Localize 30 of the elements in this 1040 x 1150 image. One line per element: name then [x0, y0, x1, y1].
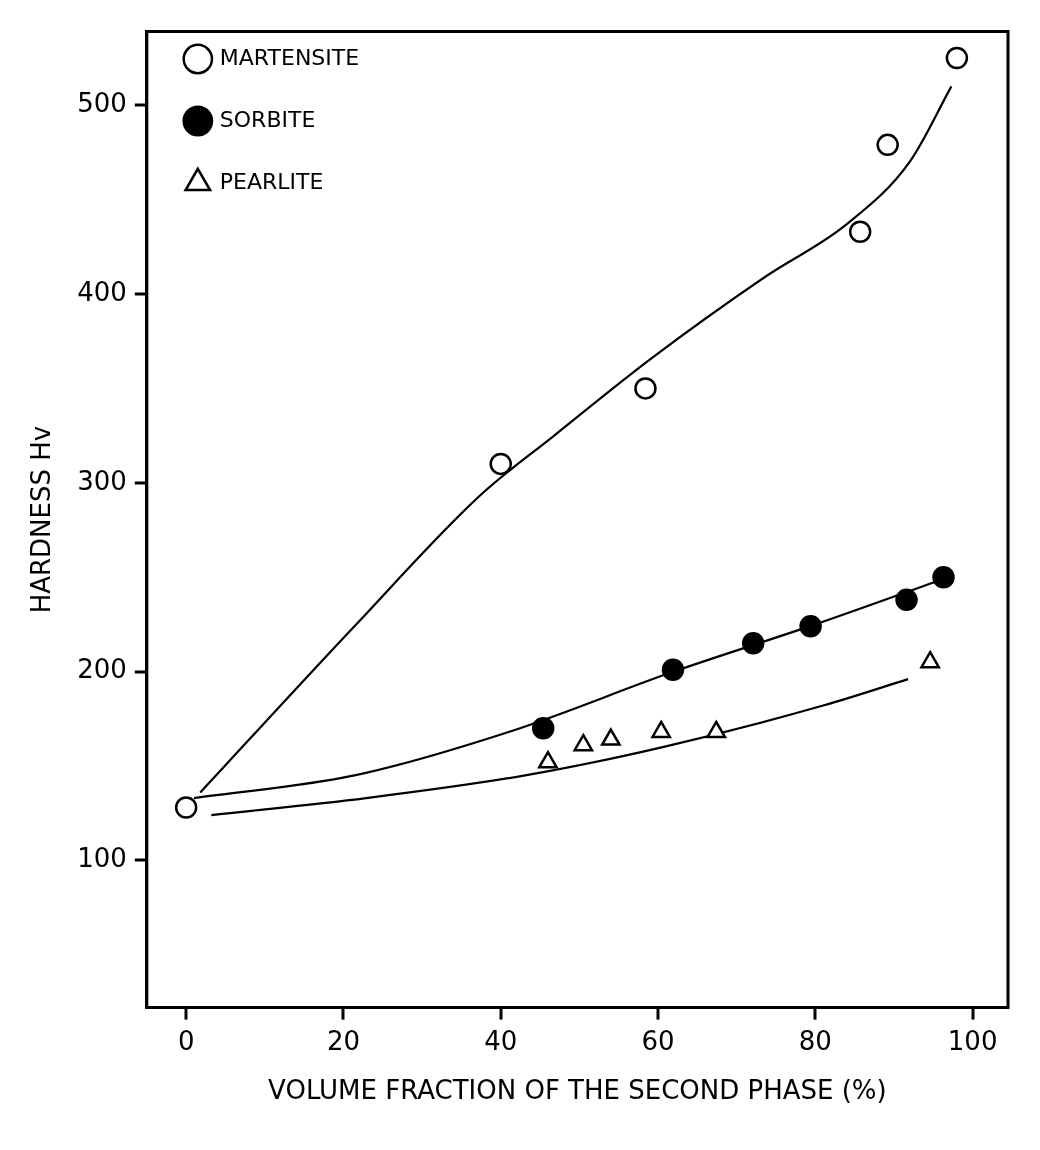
point: [799, 615, 822, 638]
x-axis-title: VOLUME FRACTION OF THE SECOND PHASE (%): [268, 1075, 887, 1106]
y-tick-label: 400: [77, 276, 127, 307]
x-tick-label: 100: [947, 1025, 998, 1056]
point: [531, 716, 555, 740]
point: [895, 588, 918, 612]
point: [945, 46, 969, 70]
y-tick-label: 300: [77, 465, 127, 496]
x-tick-label: 80: [798, 1025, 832, 1056]
point: [661, 658, 685, 681]
x-tick-label: 20: [326, 1025, 360, 1056]
point: [489, 452, 512, 476]
point: [848, 220, 872, 243]
point: [634, 377, 657, 400]
legend-label: MARTENSITE: [219, 44, 360, 70]
legend-label: PEARLITE: [219, 168, 324, 194]
legend-label: SORBITE: [219, 106, 316, 132]
y-tick-label: 100: [77, 843, 127, 874]
line-series: [210, 678, 910, 817]
point: [174, 796, 198, 819]
x-tick-label: 40: [484, 1025, 518, 1056]
y-tick-label: 200: [77, 654, 127, 685]
line-series: [199, 85, 953, 794]
point: [932, 565, 955, 589]
x-tick-label: 60: [641, 1025, 675, 1056]
point: [741, 632, 765, 655]
point: [876, 133, 899, 157]
x-tick-label: 0: [177, 1025, 195, 1056]
y-tick-label: 500: [77, 87, 127, 118]
y-axis-title: HARDNESS Hv: [26, 425, 57, 614]
